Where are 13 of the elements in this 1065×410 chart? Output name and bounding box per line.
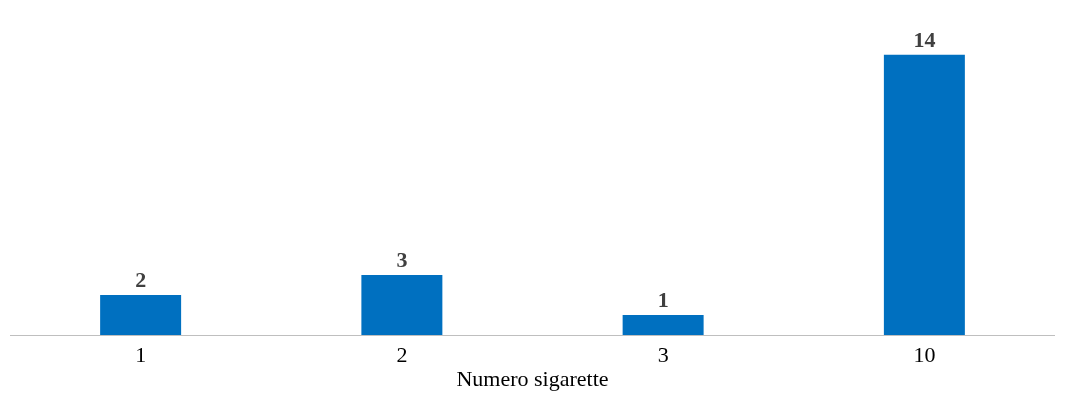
bar [361, 274, 443, 335]
bar [883, 54, 965, 335]
x-tick-label: 3 [657, 342, 669, 368]
bar [622, 314, 704, 335]
x-tick-label: 1 [135, 342, 147, 368]
data-label: 3 [396, 246, 408, 272]
x-tick-label: 2 [396, 342, 408, 368]
bar [100, 294, 182, 335]
x-axis-title: Numero sigarette [456, 366, 609, 392]
data-label: 2 [135, 266, 147, 292]
data-label: 14 [913, 26, 936, 52]
x-tick-label: 10 [913, 342, 936, 368]
data-label: 1 [657, 286, 669, 312]
